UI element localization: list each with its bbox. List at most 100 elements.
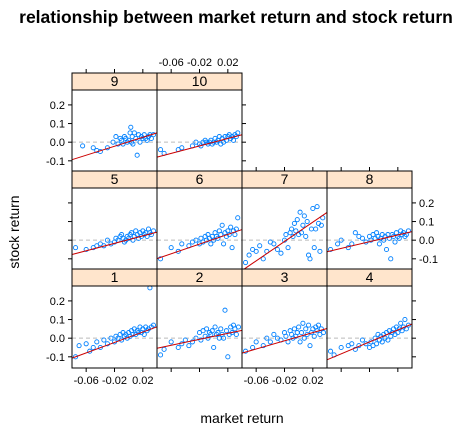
strip-label: 5 <box>111 171 119 187</box>
strip-label: 1 <box>111 269 119 285</box>
data-point <box>405 228 412 234</box>
data-point <box>271 331 277 338</box>
data-point <box>193 237 199 243</box>
data-point <box>335 241 341 247</box>
y-tick-label: 0.0 <box>419 235 434 247</box>
x-tick-label: -0.06 <box>244 375 269 387</box>
data-point <box>130 141 136 147</box>
data-point <box>271 241 277 247</box>
data-point <box>150 322 157 328</box>
y-tick-label: 0.2 <box>419 198 434 210</box>
data-point <box>257 243 263 249</box>
data-point <box>204 326 210 332</box>
data-point <box>379 339 385 345</box>
data-point <box>300 222 306 228</box>
data-point <box>209 328 215 334</box>
regression-line <box>156 329 243 349</box>
panel-area <box>327 188 412 270</box>
data-point <box>318 326 324 332</box>
data-point <box>307 256 313 262</box>
panels-layer: 9 10 5 6 7 8 1 2 3 4 <box>71 72 413 369</box>
data-point <box>168 245 174 251</box>
data-point <box>215 330 221 336</box>
data-point <box>242 259 249 266</box>
y-tick-label: 0.2 <box>50 296 65 308</box>
data-point <box>359 235 365 241</box>
data-point <box>101 337 107 343</box>
data-point <box>72 245 79 251</box>
strip-label: 6 <box>196 171 204 187</box>
x-tick-label: -0.02 <box>272 375 297 387</box>
data-point <box>157 256 164 262</box>
data-point <box>235 324 242 330</box>
data-point <box>148 135 154 142</box>
data-point <box>104 237 110 243</box>
x-tick-label: -0.02 <box>102 375 127 387</box>
y-tick-label: -0.1 <box>46 156 65 168</box>
data-point <box>352 230 358 236</box>
data-point <box>131 130 137 136</box>
regression-line <box>71 326 158 359</box>
data-point <box>137 139 143 145</box>
data-point <box>303 326 309 332</box>
data-point <box>289 226 295 232</box>
data-point <box>278 250 284 256</box>
regression-line <box>156 134 243 158</box>
data-point <box>110 139 116 145</box>
data-point <box>222 307 228 313</box>
regression-line <box>241 212 328 271</box>
data-point <box>297 339 303 345</box>
data-point <box>315 322 322 328</box>
data-point <box>108 335 114 341</box>
data-point <box>304 218 310 225</box>
data-point <box>385 337 391 343</box>
data-point <box>307 343 313 349</box>
y-tick-label: 0.1 <box>50 119 65 131</box>
regression-line <box>326 323 413 361</box>
data-point <box>310 205 316 212</box>
data-point <box>221 335 227 341</box>
data-point <box>314 204 320 210</box>
data-point <box>175 344 181 351</box>
y-tick-label: -0.1 <box>419 254 438 266</box>
panel-3: 3 <box>241 268 328 369</box>
data-point <box>83 246 89 253</box>
data-point <box>253 248 259 254</box>
strip-label: 4 <box>366 269 374 285</box>
x-axis-label: market return <box>200 410 283 426</box>
data-point <box>219 222 225 228</box>
data-point <box>189 339 195 345</box>
data-point <box>283 232 289 238</box>
data-point <box>157 352 164 358</box>
data-point <box>290 233 296 240</box>
y-tick-label: -0.1 <box>46 352 65 364</box>
data-point <box>320 330 327 336</box>
data-point <box>94 148 100 154</box>
data-point <box>218 326 224 332</box>
panel-5: 5 <box>71 170 158 271</box>
x-tick-label: -0.06 <box>74 375 99 387</box>
data-point <box>198 235 204 241</box>
data-point <box>230 137 237 143</box>
data-point <box>80 143 86 149</box>
data-point <box>179 145 185 151</box>
y-tick-label: 0.2 <box>50 100 65 112</box>
data-point <box>359 337 365 343</box>
y-tick-label: 0.0 <box>50 137 65 149</box>
data-point <box>211 344 217 351</box>
data-point <box>285 245 291 251</box>
data-point <box>338 237 344 243</box>
data-point <box>383 246 390 253</box>
data-point <box>374 341 380 347</box>
y-axis-label: stock return <box>6 195 22 268</box>
data-point <box>233 331 239 338</box>
data-point <box>398 320 404 326</box>
data-point <box>83 341 89 347</box>
data-point <box>225 354 231 360</box>
data-point <box>338 344 344 351</box>
data-point <box>313 226 319 232</box>
data-point <box>327 246 334 253</box>
data-point <box>221 241 227 247</box>
data-point <box>179 241 185 247</box>
